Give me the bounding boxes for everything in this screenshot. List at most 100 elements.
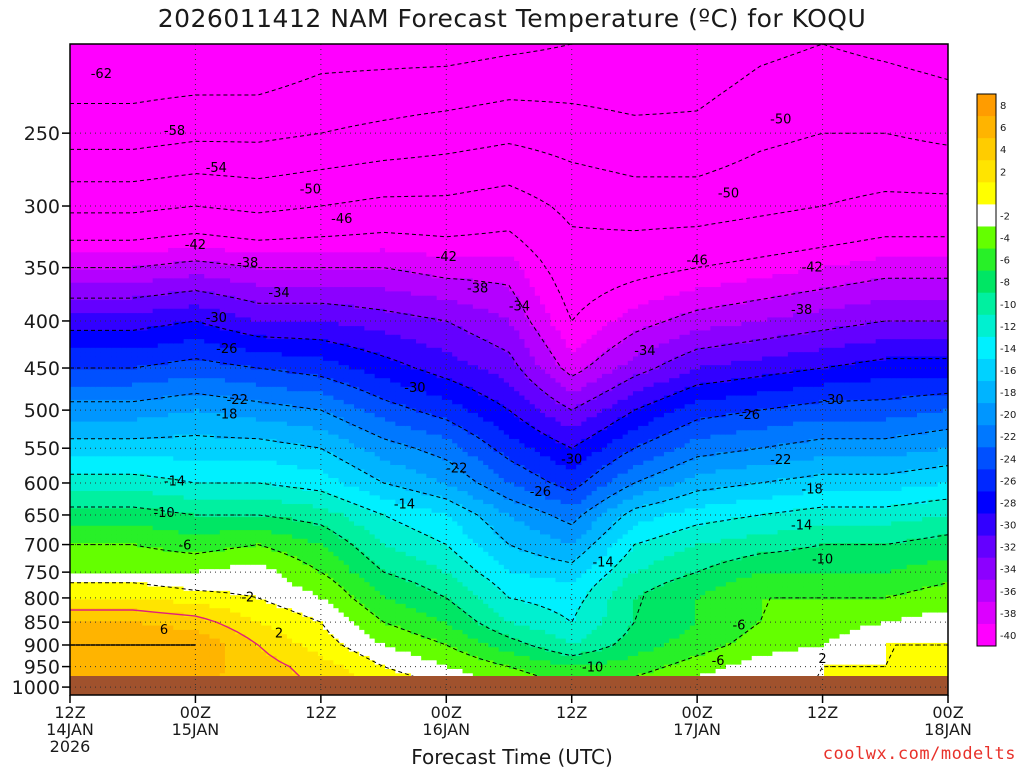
temperature-cell xyxy=(85,304,92,310)
temperature-cell xyxy=(183,169,190,175)
temperature-cell xyxy=(173,265,180,271)
temperature-cell xyxy=(178,300,185,305)
temperature-cell xyxy=(121,295,128,301)
temperature-cell xyxy=(95,482,102,488)
temperature-cell xyxy=(162,200,169,206)
temperature-cell xyxy=(126,182,133,188)
temperature-cell xyxy=(219,386,226,392)
temperature-cell xyxy=(235,434,242,440)
temperature-cell xyxy=(142,148,149,154)
temperature-cell xyxy=(100,595,107,601)
temperature-cell xyxy=(204,421,211,427)
temperature-cell xyxy=(230,577,236,583)
temperature-cell xyxy=(70,512,76,518)
temperature-cell xyxy=(162,569,169,575)
temperature-cell xyxy=(116,421,123,427)
temperature-cell xyxy=(162,213,169,219)
temperature-cell xyxy=(111,451,118,457)
temperature-cell xyxy=(106,638,112,644)
temperature-cell xyxy=(85,91,92,97)
temperature-cell xyxy=(214,612,221,618)
temperature-cell xyxy=(111,217,118,223)
temperature-cell xyxy=(95,70,102,75)
temperature-cell xyxy=(224,521,231,527)
temperature-cell xyxy=(85,330,92,336)
temperature-cell xyxy=(80,369,87,375)
temperature-cell xyxy=(224,122,231,128)
temperature-cell xyxy=(162,291,169,297)
temperature-cell xyxy=(188,208,195,214)
temperature-cell xyxy=(106,621,112,627)
temperature-cell xyxy=(75,130,81,136)
temperature-cell xyxy=(219,96,226,102)
temperature-cell xyxy=(162,612,169,618)
temperature-cell xyxy=(121,265,128,271)
temperature-cell xyxy=(214,52,221,58)
temperature-cell xyxy=(199,386,205,392)
temperature-cell xyxy=(142,122,149,128)
temperature-cell xyxy=(152,135,159,141)
temperature-cell xyxy=(178,369,185,375)
temperature-cell xyxy=(193,269,200,275)
temperature-cell xyxy=(90,113,97,119)
temperature-cell xyxy=(199,408,205,414)
temperature-cell xyxy=(80,460,87,466)
temperature-cell xyxy=(168,573,174,579)
temperature-cell xyxy=(173,443,180,449)
temperature-cell xyxy=(85,347,92,353)
temperature-cell xyxy=(168,234,174,240)
temperature-cell xyxy=(209,391,216,397)
temperature-cell xyxy=(173,83,180,88)
temperature-cell xyxy=(219,668,226,674)
temperature-cell xyxy=(235,65,242,71)
temperature-cell xyxy=(168,195,174,201)
temperature-cell xyxy=(137,165,143,171)
temperature-cell xyxy=(173,187,180,193)
temperature-cell xyxy=(85,265,92,271)
temperature-cell xyxy=(173,460,180,466)
temperature-cell xyxy=(142,87,149,93)
temperature-cell xyxy=(230,122,236,128)
temperature-cell xyxy=(121,412,128,418)
temperature-cell xyxy=(168,629,174,635)
temperature-cell xyxy=(219,486,226,492)
temperature-cell xyxy=(173,122,180,128)
temperature-cell xyxy=(126,247,133,253)
temperature-cell xyxy=(116,96,123,102)
temperature-cell xyxy=(100,256,107,262)
temperature-cell xyxy=(121,460,128,466)
temperature-cell xyxy=(193,504,200,509)
temperature-cell xyxy=(121,135,128,141)
temperature-cell xyxy=(162,221,169,227)
temperature-cell xyxy=(90,191,97,197)
temperature-cell xyxy=(173,330,180,336)
temperature-cell xyxy=(152,569,159,575)
temperature-cell xyxy=(162,308,169,314)
temperature-cell xyxy=(70,564,76,570)
temperature-cell xyxy=(100,230,107,236)
temperature-cell xyxy=(188,621,195,627)
temperature-cell xyxy=(80,399,87,405)
temperature-cell xyxy=(70,638,76,644)
temperature-cell xyxy=(199,122,205,128)
temperature-cell xyxy=(126,512,133,518)
temperature-cell xyxy=(147,534,154,540)
temperature-cell xyxy=(100,443,107,449)
temperature-cell xyxy=(142,200,149,206)
temperature-cell xyxy=(80,343,87,349)
temperature-cell xyxy=(162,148,169,154)
temperature-cell xyxy=(131,44,138,49)
temperature-cell xyxy=(193,330,200,336)
temperature-cell xyxy=(209,117,216,123)
temperature-cell xyxy=(95,486,102,492)
temperature-cell xyxy=(224,582,231,588)
temperature-cell xyxy=(204,582,211,588)
temperature-cell xyxy=(157,564,164,570)
temperature-cell xyxy=(90,313,97,319)
temperature-cell xyxy=(85,408,92,414)
temperature-cell xyxy=(178,247,185,253)
temperature-cell xyxy=(80,621,87,627)
temperature-cell xyxy=(106,451,112,457)
temperature-cell xyxy=(193,438,200,444)
temperature-cell xyxy=(100,96,107,102)
